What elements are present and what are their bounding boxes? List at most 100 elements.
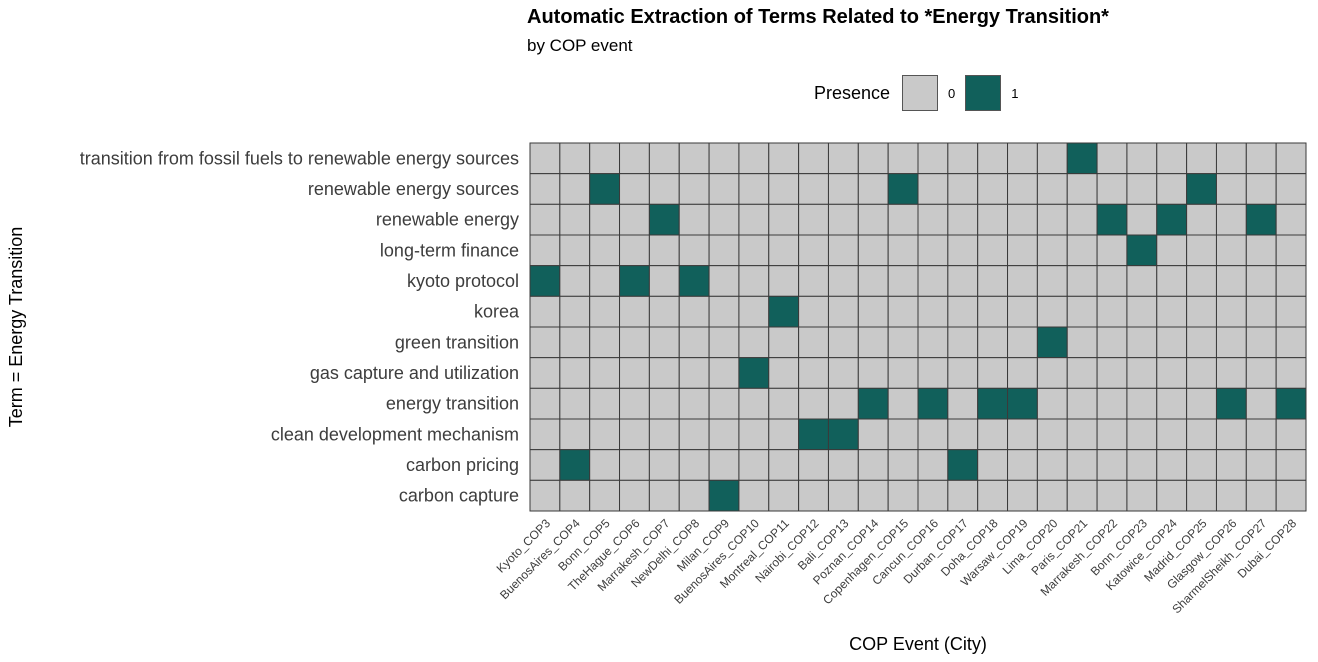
heatmap-cell-r1-c1 (559, 173, 591, 205)
heatmap-cell-r3-c1 (559, 234, 591, 267)
heatmap-cell-r5-c15 (977, 295, 1009, 328)
heatmap-cell-r4-c14 (947, 265, 979, 297)
heatmap-cell-r4-c8 (768, 265, 800, 297)
heatmap-cell-r8-c11 (857, 387, 889, 420)
heatmap-cell-r10-c1 (559, 449, 591, 481)
y-tick-label: green transition (395, 332, 519, 352)
heatmap-cell-r7-c19 (1096, 357, 1128, 389)
heatmap-cell-r4-c0 (529, 265, 561, 297)
heatmap-cell-r9-c19 (1096, 418, 1128, 451)
legend: Presence 0 1 (814, 75, 1029, 111)
heatmap-cell-r5-c12 (887, 295, 919, 328)
heatmap-cell-r2-c22 (1186, 203, 1217, 236)
heatmap-cell-r3-c13 (917, 234, 949, 267)
heatmap-cell-r0-c22 (1186, 142, 1217, 175)
legend-key-1 (965, 75, 1002, 111)
heatmap-cell-r4-c12 (887, 265, 919, 297)
heatmap-cell-r3-c2 (589, 234, 621, 267)
heatmap-cell-r9-c3 (619, 418, 650, 451)
heatmap-cell-r1-c7 (738, 173, 770, 205)
heatmap-cell-r9-c16 (1007, 418, 1038, 451)
heatmap-cell-r5-c9 (798, 295, 829, 328)
heatmap-cell-r1-c17 (1036, 173, 1068, 205)
heatmap-cell-r11-c21 (1156, 479, 1188, 512)
heatmap-cell-r4-c24 (1245, 265, 1277, 297)
heatmap-cell-r11-c8 (768, 479, 800, 512)
heatmap-cell-r2-c8 (768, 203, 800, 236)
heatmap-cell-r7-c12 (887, 357, 919, 389)
heatmap-cell-r9-c13 (917, 418, 949, 451)
heatmap-cell-r1-c0 (529, 173, 561, 205)
heatmap-cell-r10-c5 (678, 449, 710, 481)
heatmap-cell-r11-c9 (798, 479, 829, 512)
heatmap-cell-r8-c20 (1126, 387, 1158, 420)
heatmap-cell-r2-c12 (887, 203, 919, 236)
heatmap-cell-r2-c3 (619, 203, 650, 236)
heatmap-cell-r1-c21 (1156, 173, 1188, 205)
heatmap-cell-r5-c19 (1096, 295, 1128, 328)
heatmap-cell-r7-c18 (1066, 357, 1098, 389)
heatmap-cell-r3-c4 (648, 234, 680, 267)
heatmap-cell-r9-c10 (827, 418, 859, 451)
heatmap-cell-r9-c15 (977, 418, 1009, 451)
heatmap-cell-r3-c22 (1186, 234, 1217, 267)
heatmap-cell-r2-c18 (1066, 203, 1098, 236)
heatmap-cell-r11-c14 (947, 479, 979, 512)
heatmap-cells (529, 142, 1307, 512)
heatmap-cell-r5-c14 (947, 295, 979, 328)
heatmap-cell-r10-c15 (977, 449, 1009, 481)
heatmap-cell-r8-c12 (887, 387, 919, 420)
heatmap-cell-r11-c22 (1186, 479, 1217, 512)
heatmap-cell-r9-c21 (1156, 418, 1188, 451)
y-tick-labels: transition from fossil fuels to renewabl… (80, 148, 520, 505)
heatmap-cell-r0-c10 (827, 142, 859, 175)
heatmap-cell-r11-c11 (857, 479, 889, 512)
heatmap-cell-r0-c2 (589, 142, 621, 175)
heatmap-cell-r10-c7 (738, 449, 770, 481)
heatmap-cell-r10-c24 (1245, 449, 1277, 481)
y-tick-label: gas capture and utilization (310, 363, 519, 383)
heatmap-cell-r2-c1 (559, 203, 591, 236)
heatmap-cell-r2-c7 (738, 203, 770, 236)
heatmap-cell-r3-c6 (708, 234, 740, 267)
heatmap-cell-r6-c8 (768, 326, 800, 359)
heatmap-cell-r6-c18 (1066, 326, 1098, 359)
heatmap-cell-r11-c16 (1007, 479, 1038, 512)
heatmap-cell-r8-c21 (1156, 387, 1188, 420)
heatmap-cell-r6-c25 (1275, 326, 1307, 359)
heatmap-cell-r8-c7 (738, 387, 770, 420)
heatmap-cell-r0-c6 (708, 142, 740, 175)
y-tick-label: korea (474, 302, 520, 322)
heatmap-cell-r3-c12 (887, 234, 919, 267)
heatmap-cell-r1-c2 (589, 173, 621, 205)
heatmap-cell-r6-c20 (1126, 326, 1158, 359)
heatmap-cell-r11-c25 (1275, 479, 1307, 512)
heatmap-cell-r11-c2 (589, 479, 621, 512)
heatmap-cell-r9-c0 (529, 418, 561, 451)
heatmap-cell-r0-c19 (1096, 142, 1128, 175)
heatmap-cell-r9-c4 (648, 418, 680, 451)
heatmap-cell-r8-c15 (977, 387, 1009, 420)
heatmap-cell-r5-c24 (1245, 295, 1277, 328)
heatmap-cell-r9-c7 (738, 418, 770, 451)
heatmap-cell-r10-c17 (1036, 449, 1068, 481)
heatmap-cell-r4-c5 (678, 265, 710, 297)
heatmap-cell-r11-c20 (1126, 479, 1158, 512)
heatmap-cell-r11-c18 (1066, 479, 1098, 512)
heatmap-cell-r0-c13 (917, 142, 949, 175)
heatmap-cell-r5-c25 (1275, 295, 1307, 328)
heatmap-cell-r0-c15 (977, 142, 1009, 175)
heatmap-cell-r2-c6 (708, 203, 740, 236)
heatmap-cell-r0-c21 (1156, 142, 1188, 175)
heatmap-cell-r9-c1 (559, 418, 591, 451)
heatmap-cell-r3-c14 (947, 234, 979, 267)
heatmap-cell-r2-c15 (977, 203, 1009, 236)
heatmap-cell-r7-c20 (1126, 357, 1158, 389)
heatmap-cell-r9-c17 (1036, 418, 1068, 451)
heatmap-cell-r4-c6 (708, 265, 740, 297)
heatmap-cell-r0-c20 (1126, 142, 1158, 175)
heatmap-cell-r2-c14 (947, 203, 979, 236)
chart-subtitle: by COP event (527, 36, 633, 55)
heatmap-cell-r6-c11 (857, 326, 889, 359)
heatmap-cell-r4-c20 (1126, 265, 1158, 297)
